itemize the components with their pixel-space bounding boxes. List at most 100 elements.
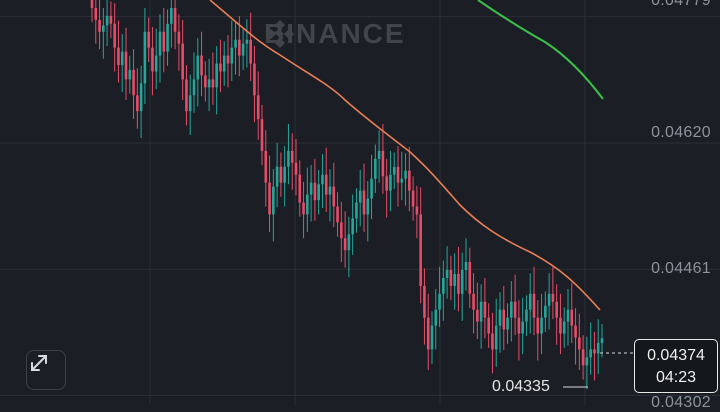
candle xyxy=(332,162,336,228)
candle xyxy=(241,29,245,70)
candle-body xyxy=(192,79,196,96)
candle-body xyxy=(430,325,434,350)
candle-body xyxy=(343,238,347,251)
candle-body xyxy=(102,25,105,32)
candle xyxy=(544,291,547,332)
candle xyxy=(525,295,528,336)
candle-body xyxy=(600,338,604,344)
candle-body xyxy=(366,198,370,215)
candle-body xyxy=(298,174,302,203)
candle-body xyxy=(249,39,252,64)
candle-body xyxy=(506,317,509,330)
candle xyxy=(374,144,377,193)
candle-body xyxy=(494,325,498,350)
candle-body xyxy=(355,202,358,219)
candle-body xyxy=(370,178,373,199)
binance-logo-icon xyxy=(266,20,294,48)
candle xyxy=(596,319,600,375)
candle xyxy=(396,146,400,207)
candle xyxy=(593,331,596,381)
candle-body xyxy=(404,170,407,179)
candle-body xyxy=(158,31,162,56)
candle-body xyxy=(502,309,506,330)
candle-body xyxy=(313,182,317,201)
candle xyxy=(551,266,555,320)
candle-body xyxy=(381,150,385,177)
candle-body xyxy=(215,63,218,88)
candle-body xyxy=(324,174,328,195)
moving-average-orange xyxy=(209,0,601,311)
candle xyxy=(502,285,506,351)
candle-body xyxy=(204,75,207,88)
candle xyxy=(547,273,551,330)
low-price-label: 0.04335 xyxy=(492,378,550,395)
candle xyxy=(528,273,532,334)
candle xyxy=(449,255,453,301)
price-axis-label: 0.04779 xyxy=(651,0,711,9)
candle xyxy=(211,52,215,105)
candle-body xyxy=(256,95,260,120)
candle-body xyxy=(415,206,419,215)
expand-arrows-icon xyxy=(31,355,47,371)
candle-body xyxy=(185,79,188,112)
candle-body xyxy=(487,317,490,334)
candle-body xyxy=(464,262,468,270)
candle-countdown: 04:23 xyxy=(655,369,697,386)
candle xyxy=(438,266,441,328)
candle xyxy=(245,19,249,68)
candles xyxy=(90,0,604,390)
candle-body xyxy=(498,309,502,326)
candle-body xyxy=(445,270,449,278)
candle-body xyxy=(253,63,256,96)
candle xyxy=(513,274,517,336)
candle-body xyxy=(207,79,211,88)
candle xyxy=(506,303,509,344)
candle-body xyxy=(562,321,566,334)
candle xyxy=(302,181,305,239)
current-price-box: 0.04374 04:23 xyxy=(634,339,718,393)
candle-body xyxy=(272,186,275,215)
candle xyxy=(170,0,173,48)
candle-body xyxy=(98,19,101,32)
candle-body xyxy=(275,166,279,187)
candle-body xyxy=(426,317,430,350)
candle xyxy=(298,160,302,217)
candle xyxy=(309,165,313,222)
candle xyxy=(181,19,184,101)
candle-body xyxy=(238,39,241,56)
candle xyxy=(517,300,521,361)
candle-body xyxy=(544,305,547,318)
candle-body xyxy=(268,182,271,215)
candle-body xyxy=(449,270,453,286)
candle xyxy=(559,293,562,355)
candle xyxy=(340,201,343,263)
candle xyxy=(253,46,256,123)
candle xyxy=(445,246,449,299)
candle-body xyxy=(124,51,128,80)
candle-body xyxy=(117,47,120,66)
candle xyxy=(173,0,177,50)
candle xyxy=(347,216,351,278)
candle-body xyxy=(423,285,426,318)
candle xyxy=(540,293,543,355)
candle-body xyxy=(585,357,589,366)
candle-body xyxy=(589,349,592,358)
candle-body xyxy=(166,23,169,52)
candle-body xyxy=(143,31,147,84)
expand-chart-button[interactable] xyxy=(26,350,66,390)
candle xyxy=(113,3,116,72)
candle-body xyxy=(328,186,332,195)
candle xyxy=(264,130,268,207)
candle-body xyxy=(396,166,400,183)
candle-body xyxy=(528,293,532,310)
candle xyxy=(476,282,479,340)
candle xyxy=(570,282,574,344)
moving-average-green xyxy=(477,0,604,100)
price-axis-label: 0.04461 xyxy=(651,260,711,277)
candle-body xyxy=(283,166,286,183)
candle xyxy=(358,169,362,227)
candle-body xyxy=(377,150,381,159)
candle-body xyxy=(442,277,445,294)
